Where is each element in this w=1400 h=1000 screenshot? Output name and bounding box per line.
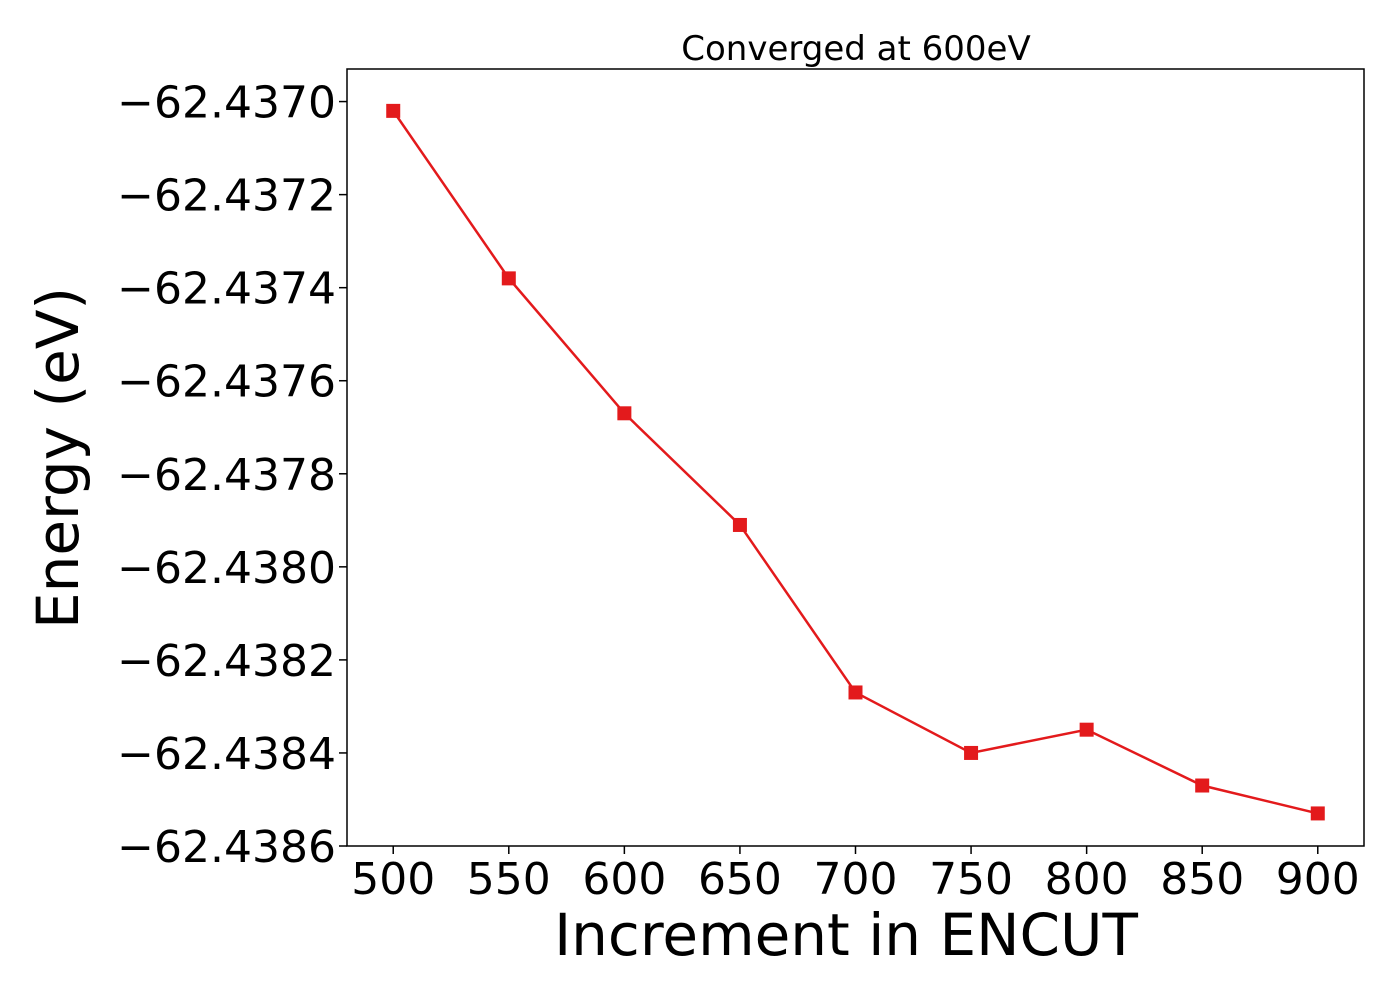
y-tick-label: −62.4384 [117,729,336,780]
series-line [392,110,1319,815]
x-tick-label: 800 [1045,854,1129,905]
data-point-marker [848,685,863,700]
y-axis-label: Energy (eV) [24,287,92,629]
x-tick-label: 550 [467,854,551,905]
x-tick-label: 900 [1276,854,1360,905]
x-tick-label: 500 [351,854,435,905]
x-tick-label: 600 [582,854,666,905]
data-point-marker [1195,778,1210,793]
data-point-marker [386,103,401,118]
x-tick-label: 850 [1160,854,1244,905]
y-tick-label: −62.4386 [117,822,336,873]
x-axis-label: Increment in ENCUT [554,901,1138,969]
data-point-marker [617,406,632,421]
plot-area [346,68,1365,847]
x-tick-label: 750 [929,854,1013,905]
y-tick-label: −62.4382 [117,636,336,687]
data-point-marker [964,745,979,760]
y-tick-label: −62.4370 [117,78,336,129]
data-point-marker [1310,806,1325,821]
y-tick-label: −62.4380 [117,543,336,594]
data-point-marker [501,271,516,286]
y-tick-label: −62.4376 [117,357,336,408]
x-tick-label: 700 [814,854,898,905]
chart-title: Converged at 600eV [681,29,1030,69]
y-tick-label: −62.4374 [117,264,336,315]
y-tick-label: −62.4372 [117,171,336,222]
data-point-marker [1079,722,1094,737]
x-tick-label: 650 [698,854,782,905]
data-point-marker [732,517,747,532]
y-tick-label: −62.4378 [117,450,336,501]
